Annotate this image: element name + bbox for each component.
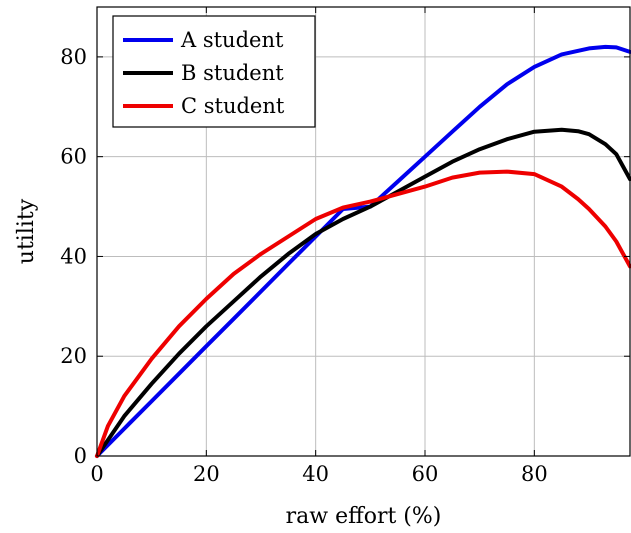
x-tick-label: 40 — [302, 462, 329, 486]
series-line-b-student — [95, 127, 631, 458]
y-axis-label: utility — [14, 198, 39, 264]
x-tick-label: 80 — [521, 462, 548, 486]
series-line-a-student — [95, 44, 631, 458]
legend: A student B student C student — [112, 15, 316, 128]
y-tick-label: 80 — [60, 45, 87, 69]
x-tick-label: 20 — [193, 462, 220, 486]
y-tick-label: 60 — [60, 145, 87, 169]
y-tick-label: 0 — [74, 444, 87, 468]
plot-frame — [96, 6, 631, 457]
legend-label: C student — [181, 94, 285, 118]
x-axis-label: raw effort (%) — [286, 504, 442, 529]
x-tick-label: 0 — [90, 462, 103, 486]
legend-label: A student — [180, 28, 284, 52]
axis-ticks: 0 20 40 60 80 0 20 40 60 80 — [60, 7, 630, 486]
series-lines — [95, 44, 631, 458]
y-tick-label: 20 — [60, 344, 87, 368]
y-tick-label: 40 — [60, 244, 87, 268]
x-tick-label: 60 — [412, 462, 439, 486]
legend-label: B student — [181, 61, 284, 85]
series-line-c-student — [95, 169, 631, 458]
